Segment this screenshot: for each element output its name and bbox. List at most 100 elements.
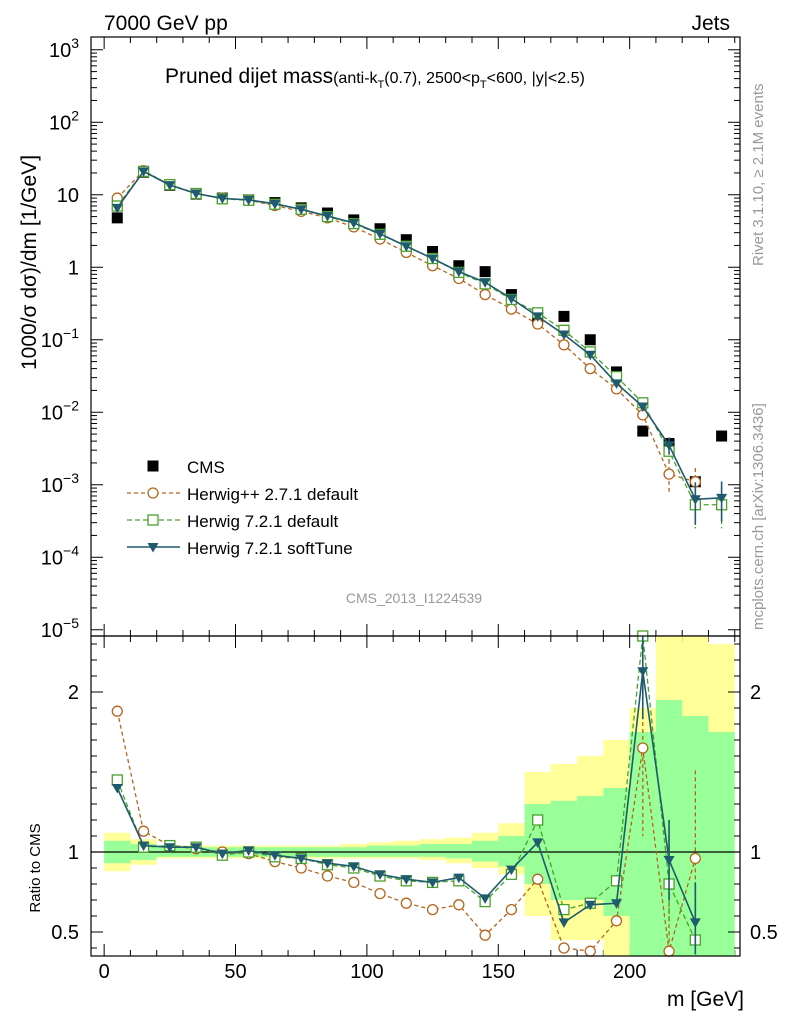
ratio-point-softtune (611, 899, 623, 909)
point-softtune (111, 203, 123, 214)
ratio-point-softtune (269, 851, 281, 861)
point-herwigpp (505, 303, 518, 315)
ratio-point-softtune (374, 870, 386, 880)
series-line-softtune (116, 170, 722, 501)
ratio-point-herwigpp (584, 945, 596, 957)
ratio-point-softtune (532, 838, 544, 848)
ratio-point-softtune (138, 841, 150, 852)
band-green (366, 845, 394, 857)
point-CMS (716, 430, 728, 442)
legend-label-herwigpp: Herwig++ 2.7.1 default (187, 485, 358, 504)
title-end: <600, |y|<2.5) (487, 70, 585, 87)
band-green (419, 844, 446, 857)
title-main: Pruned dijet mass (165, 65, 333, 88)
ratio-point-herwigpp (374, 887, 386, 900)
ratio-point-softtune (479, 894, 491, 904)
x-tick-label: 50 (224, 961, 246, 983)
ratio-point-softtune (164, 843, 176, 853)
ratio-point-herwigpp (663, 945, 675, 957)
ratio-point-herwigpp (610, 915, 623, 927)
main-title: Pruned dijet mass(anti-kT(0.7), 2500<pT<… (165, 65, 585, 91)
ratio-xlabel: m [GeV] (667, 988, 744, 1011)
point-softtune (400, 242, 412, 252)
ratio-panel: 0 50 100 150 200 0.5 0.5 1 1 2 2 (51, 630, 778, 983)
y-tick-base: 10 (49, 112, 71, 134)
y-tick-base: 1 (68, 257, 79, 279)
rivet-label: Rivet 3.1.10, ≥ 2.1M events (750, 84, 767, 267)
ratio-point-herwigpp (426, 903, 439, 916)
series-line-herwigpp (116, 169, 696, 483)
mcplots-label: mcplots.cern.ch [arXiv:1306.3436] (750, 403, 767, 630)
series-herwigpp (111, 165, 701, 496)
ratio-point-softtune (558, 918, 570, 928)
point-softtune (637, 402, 649, 413)
point-CMS (558, 310, 570, 322)
ratio-point-softtune (584, 900, 596, 911)
point-CMS (111, 212, 123, 224)
point-softtune (611, 379, 623, 389)
ratio-point-herwig721 (532, 814, 544, 826)
ratio-point-softtune (400, 875, 412, 885)
band-green (393, 845, 420, 857)
ratio-point-herwigpp (689, 852, 701, 865)
y-tick-label: 10−1 (41, 325, 79, 352)
ratio-point-herwig721 (111, 774, 123, 786)
band-green (708, 732, 735, 956)
y-tick-exp: 2 (71, 107, 79, 123)
point-CMS (427, 245, 439, 257)
y-tick-base: 10 (41, 330, 63, 352)
point-softtune (427, 254, 439, 265)
band-green (577, 796, 604, 900)
ratio-y-tick-label: 1 (68, 842, 79, 864)
ratio-y-tick-label-right: 2 (750, 682, 761, 704)
point-softtune (689, 495, 701, 505)
point-softtune (348, 218, 360, 229)
y-tick-label: 103 (49, 35, 79, 62)
band-green (550, 800, 578, 900)
ratio-y-tick-label: 2 (68, 682, 79, 704)
y-tick-label: 10−5 (41, 615, 79, 642)
ratio-point-herwigpp (453, 899, 465, 911)
y-tick-label: 10 (57, 185, 79, 207)
y-tick-base: 10 (49, 40, 71, 62)
ratio-point-herwigpp (111, 705, 123, 717)
point-CMS (584, 334, 596, 346)
ratio-point-herwigpp (321, 870, 334, 882)
ratio-point-softtune (348, 862, 360, 872)
ratio-series-softtune (111, 636, 701, 955)
band-green (498, 836, 525, 867)
ratio-y-tick-label-right: 0.5 (750, 922, 778, 944)
y-tick-exp: 3 (71, 35, 79, 51)
point-herwigpp (584, 362, 596, 375)
point-softtune (164, 181, 176, 191)
point-herwigpp (479, 288, 491, 301)
title-rest: (0.7), 2500<p (384, 70, 480, 87)
y-tick-label: 1 (68, 257, 79, 279)
point-softtune (453, 267, 465, 278)
point-CMS (479, 266, 491, 278)
series-softtune (111, 167, 728, 525)
analysis-id: CMS_2013_I1224539 (346, 590, 482, 606)
y-tick-base: 10 (41, 475, 63, 497)
y-tick-exp: −3 (63, 470, 79, 486)
y-tick-exp: −5 (63, 615, 79, 631)
ratio-point-softtune (637, 667, 649, 677)
point-softtune (584, 350, 596, 361)
ratio-point-softtune (321, 859, 333, 869)
point-softtune (505, 294, 517, 305)
legend: CMS Herwig++ 2.7.1 default Herwig 7.2.1 de… (127, 458, 358, 558)
point-softtune (243, 195, 255, 206)
legend-label-softtune: Herwig 7.2.1 softTune (187, 539, 353, 558)
header-right: Jets (691, 12, 730, 35)
ratio-y-tick-label: 0.5 (51, 922, 79, 944)
point-softtune (663, 441, 675, 451)
main-ylabel: 1000/σ dσ)/dm [1/GeV] (18, 155, 41, 370)
title-sub-t: T (378, 79, 385, 91)
y-tick-exp: −2 (63, 397, 79, 413)
point-softtune (558, 330, 570, 341)
ratio-point-softtune (505, 865, 517, 876)
ratio-ylabel: Ratio to CMS (27, 823, 44, 912)
x-tick-label: 150 (482, 961, 515, 983)
point-herwigpp (663, 468, 675, 480)
legend-marker-CMS (147, 460, 159, 472)
